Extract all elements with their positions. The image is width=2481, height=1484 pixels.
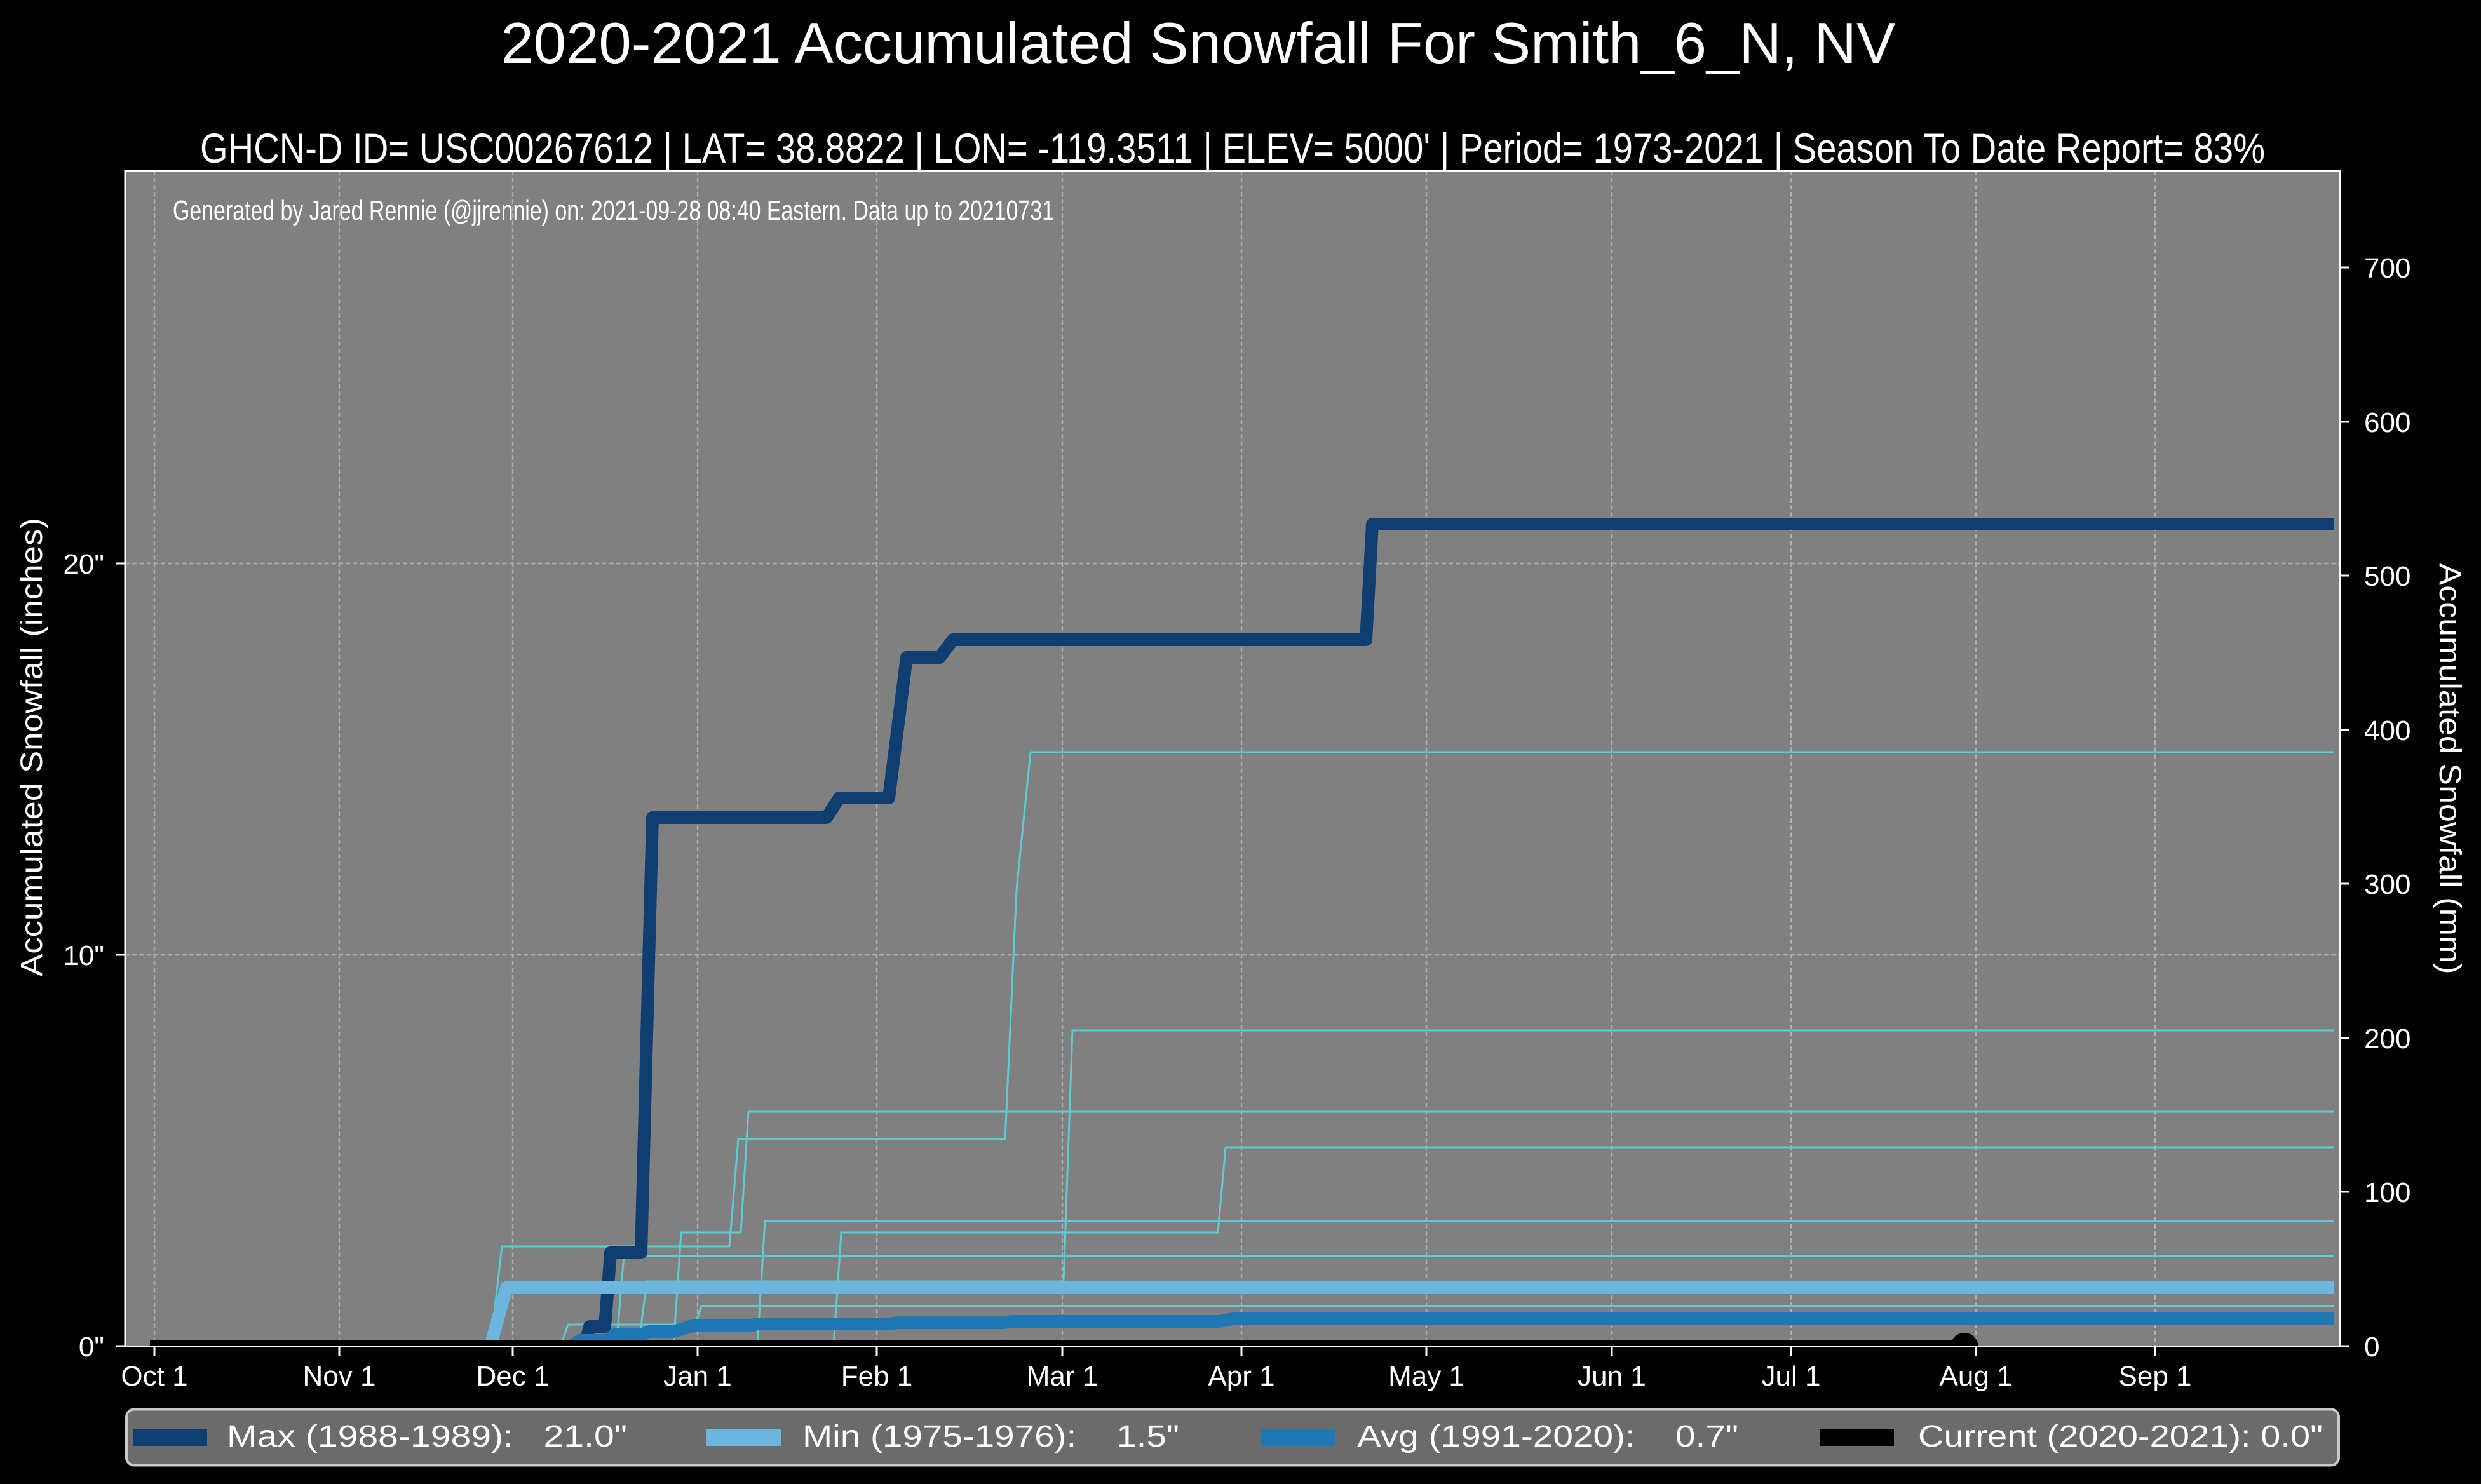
svg-text:Feb 1: Feb 1	[841, 1361, 913, 1392]
svg-text:700: 700	[2364, 253, 2410, 284]
svg-text:Jan 1: Jan 1	[663, 1361, 732, 1392]
svg-text:Aug 1: Aug 1	[1940, 1361, 2013, 1392]
svg-text:Apr 1: Apr 1	[1208, 1361, 1274, 1392]
svg-text:Oct 1: Oct 1	[121, 1361, 187, 1392]
svg-text:Nov 1: Nov 1	[303, 1361, 376, 1392]
svg-text:Max (1988-1989): 21.0": Max (1988-1989): 21.0"	[227, 1420, 627, 1454]
svg-text:10": 10"	[63, 940, 104, 971]
svg-text:600: 600	[2364, 407, 2410, 438]
svg-text:100: 100	[2364, 1177, 2410, 1208]
svg-text:Mar 1: Mar 1	[1027, 1361, 1098, 1392]
svg-text:Min (1975-1976): 1.5": Min (1975-1976): 1.5"	[802, 1420, 1179, 1454]
svg-text:May 1: May 1	[1388, 1361, 1464, 1392]
svg-text:Avg (1991-2020): 0.7": Avg (1991-2020): 0.7"	[1357, 1420, 1738, 1454]
svg-text:20": 20"	[63, 549, 104, 580]
svg-text:Accumulated Snowfall (mm): Accumulated Snowfall (mm)	[2433, 563, 2466, 975]
svg-text:Sep 1: Sep 1	[2119, 1361, 2192, 1392]
svg-text:300: 300	[2364, 869, 2410, 900]
svg-text:0: 0	[2364, 1332, 2379, 1363]
svg-text:Accumulated Snowfall (inches): Accumulated Snowfall (inches)	[15, 518, 49, 976]
svg-text:Jun 1: Jun 1	[1578, 1361, 1646, 1392]
svg-text:Jul 1: Jul 1	[1762, 1361, 1821, 1392]
svg-text:2020-2021 Accumulated Snowfall: 2020-2021 Accumulated Snowfall For Smith…	[501, 11, 1896, 76]
svg-text:GHCN-D ID= USC00267612 | LAT=: GHCN-D ID= USC00267612 | LAT= 38.8822 | …	[200, 125, 2265, 172]
svg-text:500: 500	[2364, 561, 2410, 592]
svg-text:Generated by Jared Rennie (@jj: Generated by Jared Rennie (@jjrennie) on…	[173, 195, 1054, 226]
svg-text:200: 200	[2364, 1023, 2410, 1055]
svg-text:Current (2020-2021): 0.0": Current (2020-2021): 0.0"	[1918, 1420, 2323, 1454]
svg-text:400: 400	[2364, 715, 2410, 746]
svg-text:Dec 1: Dec 1	[477, 1361, 550, 1392]
svg-text:0": 0"	[79, 1332, 104, 1363]
